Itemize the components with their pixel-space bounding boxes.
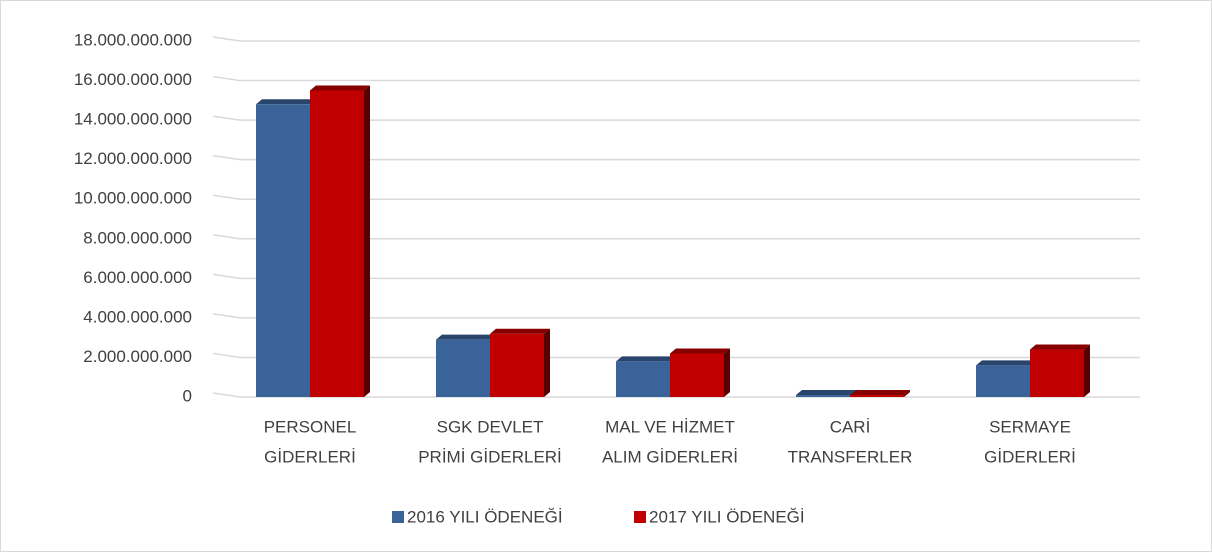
grid-line <box>212 115 1140 121</box>
bar-face <box>976 365 1030 397</box>
bar <box>256 99 316 398</box>
bar-face <box>724 348 730 397</box>
x-tick-label: ALIM GİDERLERİ <box>602 447 738 466</box>
bar <box>490 328 550 397</box>
y-tick-label: 0 <box>183 386 192 405</box>
bar <box>1030 344 1090 397</box>
y-tick-label: 18.000.000.000 <box>74 30 192 49</box>
x-tick-label: PRİMİ GİDERLERİ <box>418 447 562 466</box>
y-tick-label: 6.000.000.000 <box>83 268 192 287</box>
bar-face <box>364 85 370 397</box>
bar-face <box>850 395 904 397</box>
x-tick-label: SERMAYE <box>989 417 1071 436</box>
x-tick-label: TRANSFERLER <box>788 447 913 466</box>
bar <box>310 85 370 397</box>
bar-face <box>1084 344 1090 397</box>
bar-face <box>1030 349 1084 397</box>
bar-face <box>796 390 856 396</box>
grid-line <box>212 75 1140 82</box>
bar-face <box>490 333 544 397</box>
bar-face <box>436 339 490 397</box>
bar <box>616 356 676 397</box>
bar-face <box>436 334 496 340</box>
legend-swatch <box>392 511 404 523</box>
grid-line <box>212 273 1140 280</box>
bar <box>436 334 496 397</box>
bar-face <box>1030 344 1090 350</box>
x-tick-label: GİDERLERİ <box>264 447 356 466</box>
x-tick-label: CARİ <box>830 417 871 436</box>
bar-face <box>616 356 676 362</box>
legend-swatch <box>634 511 646 523</box>
y-tick-label: 14.000.000.000 <box>74 110 192 129</box>
y-tick-label: 4.000.000.000 <box>83 307 192 326</box>
bar <box>796 390 856 397</box>
bar-face <box>490 328 550 334</box>
bar <box>850 390 910 397</box>
bar-face <box>796 395 850 397</box>
bar-face <box>976 360 1036 366</box>
grid-line <box>212 313 1140 319</box>
bar-face <box>256 104 310 398</box>
bar-face <box>904 390 910 397</box>
x-tick-label: MAL VE HİZMET <box>605 417 735 436</box>
grid-line <box>212 154 1140 161</box>
bar-face <box>256 99 316 105</box>
grid-line <box>212 352 1140 359</box>
bar-face <box>670 353 724 397</box>
grid-line <box>212 194 1140 200</box>
bar <box>670 348 730 397</box>
y-tick-label: 8.000.000.000 <box>83 228 192 247</box>
grid-line <box>212 234 1140 240</box>
legend-label: 2016 YILI ÖDENEĞİ <box>407 507 563 526</box>
y-tick-label: 2.000.000.000 <box>83 347 192 366</box>
y-tick-label: 10.000.000.000 <box>74 189 192 208</box>
bar-face <box>310 85 370 91</box>
legend-label: 2017 YILI ÖDENEĞİ <box>649 507 805 526</box>
bar-face <box>670 348 730 354</box>
y-tick-label: 12.000.000.000 <box>74 149 192 168</box>
grid-line <box>212 36 1140 42</box>
x-tick-label: GİDERLERİ <box>984 447 1076 466</box>
x-tick-label: PERSONEL <box>264 417 357 436</box>
bar-face <box>850 390 910 396</box>
y-tick-label: 16.000.000.000 <box>74 70 192 89</box>
x-tick-label: SGK DEVLET <box>437 417 544 436</box>
bar <box>976 360 1036 397</box>
bar-face <box>544 328 550 397</box>
bar-face <box>310 90 364 397</box>
bar-face <box>616 361 670 397</box>
